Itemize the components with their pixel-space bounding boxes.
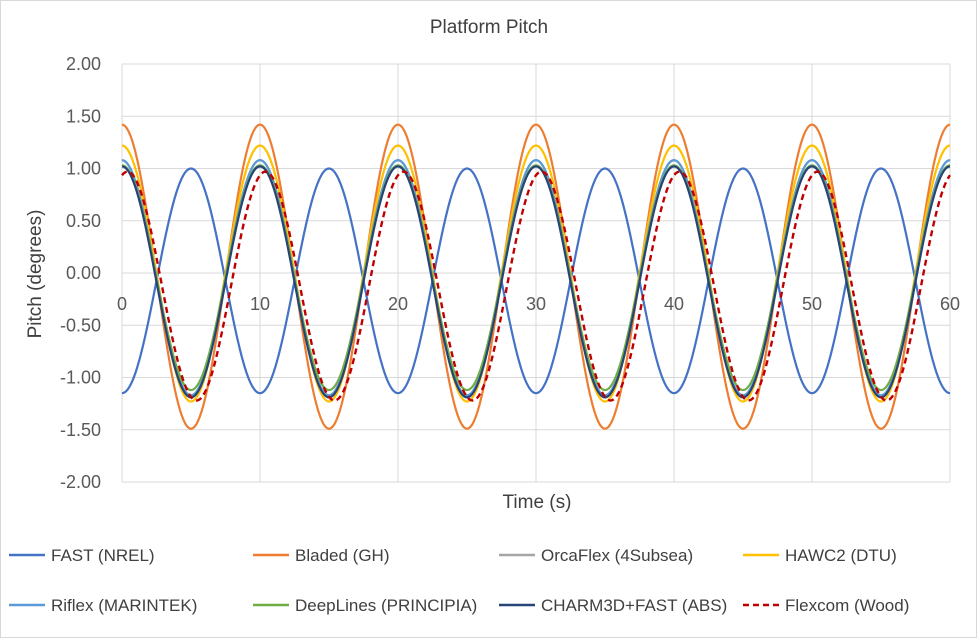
legend-label: Riflex (MARINTEK) xyxy=(51,596,197,615)
y-tick-label: 1.00 xyxy=(66,159,101,179)
x-tick-label: 50 xyxy=(802,294,822,314)
y-tick-label: 1.50 xyxy=(66,106,101,126)
series-line-6 xyxy=(121,165,951,399)
x-axis-title: Time (s) xyxy=(503,492,572,513)
y-tick-label: 2.00 xyxy=(66,54,101,74)
x-tick-label: 30 xyxy=(526,294,546,314)
legend-label: Bladed (GH) xyxy=(295,546,389,565)
x-tick-label: 10 xyxy=(250,294,270,314)
series-line-4 xyxy=(121,159,951,397)
x-tick-label: 20 xyxy=(388,294,408,314)
legend-label: FAST (NREL) xyxy=(51,546,155,565)
y-tick-label: -2.00 xyxy=(60,472,101,492)
legend-label: CHARM3D+FAST (ABS) xyxy=(541,596,727,615)
y-tick-label: 0.50 xyxy=(66,211,101,231)
y-tick-label: -0.50 xyxy=(60,315,101,335)
y-tick-label: -1.00 xyxy=(60,368,101,388)
legend: FAST (NREL) Bladed (GH) OrcaFlex (4Subsea)… xyxy=(9,546,909,615)
x-axis-tick-labels: 0 10 20 30 40 50 60 xyxy=(117,294,960,314)
legend-label: Flexcom (Wood) xyxy=(785,596,909,615)
y-tick-label: 0.00 xyxy=(66,263,101,283)
series-line-7 xyxy=(121,170,951,402)
y-axis-title: Pitch (degrees) xyxy=(25,210,46,339)
x-tick-label: 40 xyxy=(664,294,684,314)
y-axis-tick-labels: 2.00 1.50 1.00 0.50 0.00 -0.50 -1.00 -1.50 -2.00 xyxy=(60,54,101,492)
legend-label: OrcaFlex (4Subsea) xyxy=(541,546,693,565)
gridlines xyxy=(121,63,951,483)
y-tick-label: -1.50 xyxy=(60,420,101,440)
x-tick-label: 60 xyxy=(940,294,960,314)
series-lines xyxy=(121,123,951,430)
series-line-1 xyxy=(121,123,951,430)
series-line-3 xyxy=(121,144,951,403)
legend-label: HAWC2 (DTU) xyxy=(785,546,897,565)
x-tick-label: 0 xyxy=(117,294,127,314)
chart-title: Platform Pitch xyxy=(430,17,548,38)
series-line-0 xyxy=(121,167,951,395)
legend-label: DeepLines (PRINCIPIA) xyxy=(295,596,477,615)
